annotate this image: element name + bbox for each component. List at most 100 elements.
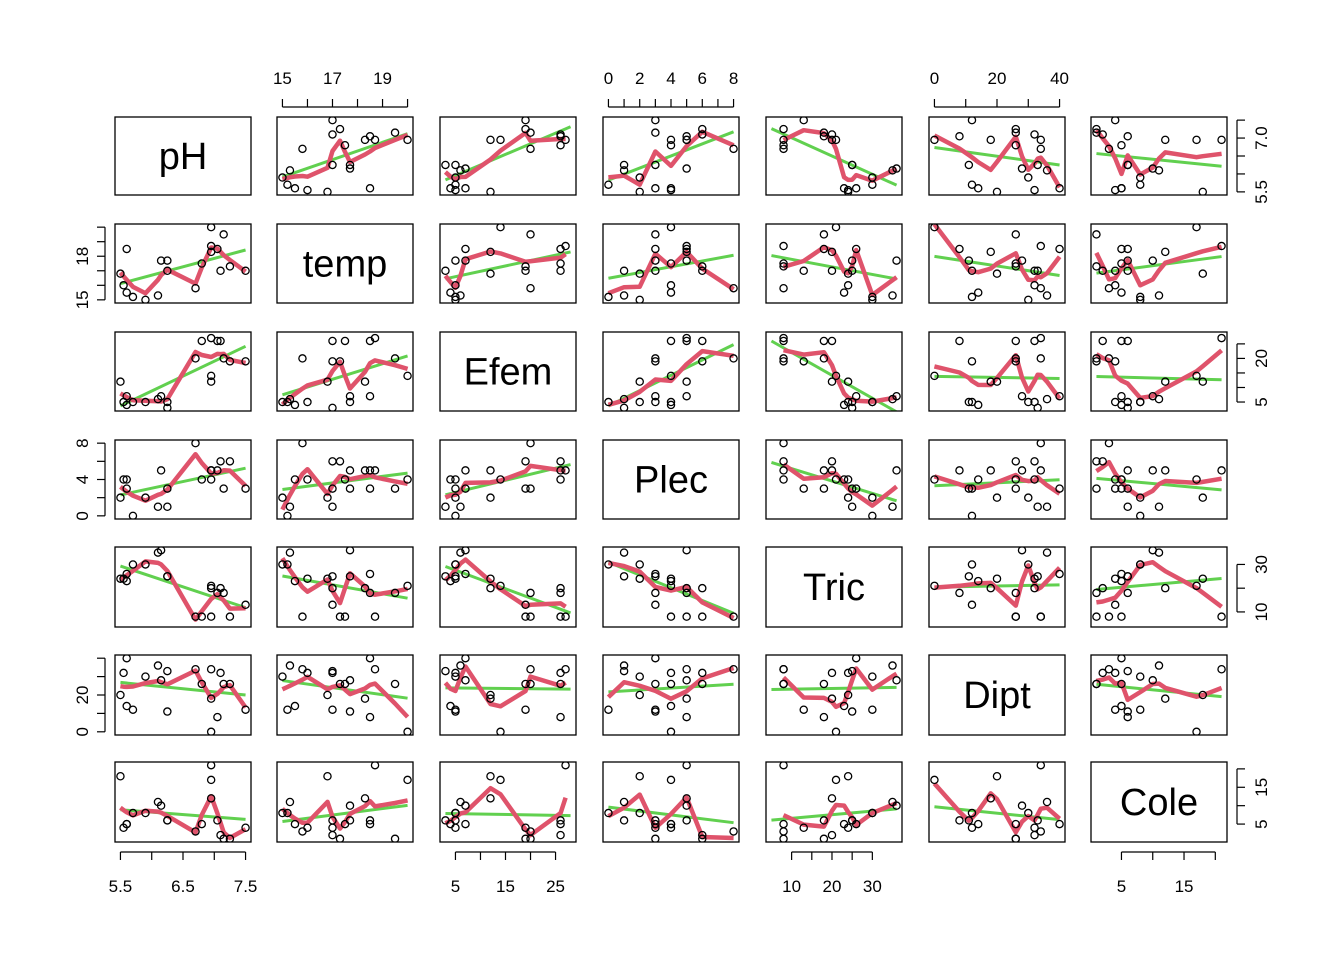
data-point (323, 690, 332, 700)
panel-frame (276, 331, 414, 412)
panel-frame (114, 546, 252, 628)
data-point (556, 612, 565, 621)
data-point (521, 484, 530, 493)
data-point (1192, 371, 1201, 381)
data-point (847, 484, 857, 493)
tick-label: 5 (1117, 877, 1126, 896)
data-point (1161, 135, 1170, 145)
axis-bottom-pH: 5.5 6.5 7.5 (109, 851, 257, 896)
data-point (682, 256, 691, 265)
data-point (278, 493, 287, 502)
tick-label: 20 (988, 69, 1007, 88)
panel-Plec-vs-Tric (765, 439, 903, 520)
data-point (967, 560, 977, 569)
data-point (955, 336, 964, 346)
data-point (451, 493, 460, 502)
tick-label: 0 (930, 69, 939, 88)
data-point (1030, 830, 1039, 840)
panel-Dipt-vs-temp (276, 654, 414, 736)
data-point (1011, 259, 1021, 268)
smoother-line (280, 358, 409, 407)
data-point (967, 292, 977, 302)
tick-label: 4 (666, 69, 675, 88)
panel-Dipt-vs-Cole (1090, 654, 1228, 736)
data-point (986, 135, 995, 145)
data-point (843, 475, 853, 484)
panel-Tric-vs-Dipt (928, 546, 1066, 628)
data-point (486, 187, 495, 195)
data-point (666, 397, 676, 407)
data-point (128, 397, 138, 407)
data-point (1092, 262, 1101, 271)
data-point (698, 583, 707, 593)
tick-label: 8 (729, 69, 738, 88)
data-point (526, 484, 535, 493)
data-point (986, 377, 995, 386)
axis-left-Plec: 0 4 8 (73, 438, 106, 521)
data-point (1092, 612, 1101, 621)
data-point (1098, 266, 1107, 276)
data-point (1110, 266, 1120, 276)
data-point (992, 187, 1002, 195)
data-point (441, 572, 450, 581)
data-point (345, 676, 355, 685)
data-point (819, 834, 829, 842)
data-point (779, 124, 788, 134)
data-point (843, 185, 853, 195)
data-point (779, 475, 788, 484)
data-point (451, 668, 460, 678)
tick-label: 15 (73, 290, 92, 309)
data-point (1011, 354, 1021, 363)
panel-frame (1090, 654, 1228, 736)
data-point (1123, 403, 1132, 411)
data-point (619, 661, 629, 670)
data-point (216, 266, 225, 276)
data-point (831, 727, 841, 735)
data-point (441, 502, 450, 512)
panel-Efem-vs-Cole (1090, 331, 1228, 412)
panel-frame (439, 116, 577, 196)
data-point (827, 247, 837, 257)
data-point (451, 185, 460, 195)
data-point (1110, 668, 1120, 678)
data-point (619, 572, 629, 581)
data-point (1192, 727, 1201, 735)
data-point (1123, 244, 1132, 254)
data-point (666, 679, 676, 689)
data-point (1092, 357, 1101, 366)
data-point (682, 583, 691, 593)
tick-label: 6.5 (171, 877, 195, 896)
data-point (163, 403, 172, 411)
data-point (892, 164, 901, 173)
data-point (831, 224, 841, 232)
panel-pH-vs-Tric (765, 116, 903, 196)
data-point (365, 466, 375, 475)
data-point (278, 397, 287, 407)
data-point (526, 612, 535, 621)
data-point (967, 808, 977, 818)
data-point (345, 397, 355, 407)
data-point (1123, 712, 1132, 722)
data-point (698, 357, 707, 366)
smoother-line (933, 472, 1061, 496)
data-point (340, 612, 350, 621)
smoother-line (932, 224, 1062, 283)
data-point (831, 775, 841, 785)
data-point (868, 705, 877, 714)
data-point (116, 690, 125, 700)
data-point (619, 394, 629, 404)
data-point (197, 336, 207, 346)
data-point (446, 288, 455, 297)
data-point (1042, 291, 1052, 300)
data-point (456, 166, 465, 175)
data-point (888, 502, 897, 512)
data-point (283, 560, 292, 569)
data-point (666, 576, 676, 586)
data-point (619, 797, 629, 807)
tick-label: 30 (1252, 555, 1271, 574)
data-point (819, 466, 829, 475)
data-point (225, 834, 235, 842)
data-point (496, 727, 505, 735)
data-point (779, 762, 788, 770)
data-point (521, 705, 530, 714)
